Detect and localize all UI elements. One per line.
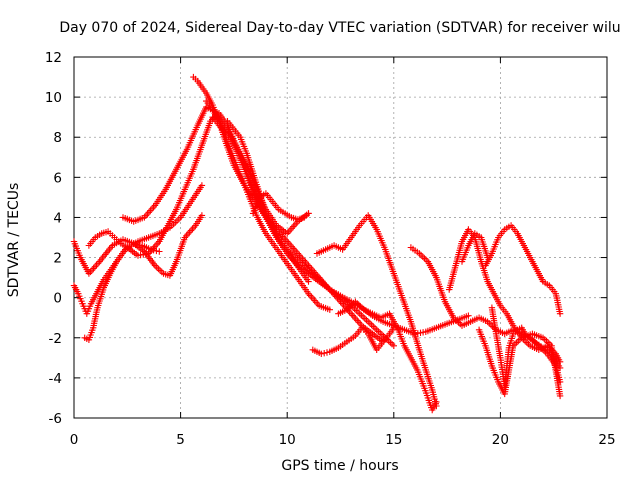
plot-frame (73, 56, 608, 419)
x-tick-label: 0 (70, 432, 79, 448)
series-arc-6 (156, 110, 472, 337)
y-tick-label: 6 (53, 170, 62, 186)
data-point (305, 210, 312, 217)
x-tick-label: 5 (176, 432, 185, 448)
data-point (198, 182, 206, 189)
x-tick-label: 10 (279, 432, 296, 448)
chart-title: Day 070 of 2024, Sidereal Day-to-day VTE… (59, 20, 620, 36)
series-arc-20 (475, 326, 564, 400)
y-tick-label: -2 (49, 331, 62, 347)
series-arc-3 (81, 240, 163, 343)
y-tick-label: 10 (45, 90, 62, 106)
y-tick-label: 2 (53, 251, 62, 267)
y-tick-labels: -6 -4 -2 0 2 4 6 8 10 12 (45, 50, 62, 427)
series-arc-12 (309, 324, 397, 357)
x-tick-label: 20 (492, 432, 509, 448)
data-point (433, 398, 440, 406)
data-point (390, 342, 397, 349)
y-tick-label: -6 (49, 411, 62, 427)
data-point (156, 248, 163, 255)
x-tick-labels: 0 5 10 15 20 25 (70, 432, 616, 448)
data-point (318, 350, 325, 357)
y-tick-label: 4 (53, 210, 62, 226)
x-tick-label: 25 (598, 432, 615, 448)
data-point (465, 312, 472, 319)
y-axis-label: SDTVAR / TECUs (6, 183, 22, 298)
series-arc-13 (313, 212, 440, 410)
series-arc-16 (446, 226, 564, 365)
x-axis-label: GPS time / hours (281, 458, 398, 474)
data-point (136, 241, 143, 249)
axis-ticks (73, 56, 608, 419)
series-arc-11 (249, 190, 312, 223)
data-point (133, 241, 140, 248)
data-point (130, 240, 137, 247)
data-points (70, 73, 564, 414)
data-point (556, 310, 564, 317)
data-point (556, 392, 564, 400)
series-arc-18 (482, 222, 564, 317)
x-tick-label: 15 (385, 432, 402, 448)
series-arc-14 (335, 298, 440, 414)
series-arc-2 (70, 182, 206, 317)
data-point (305, 278, 312, 285)
data-point (323, 349, 331, 356)
y-tick-label: -4 (49, 371, 62, 387)
y-tick-label: 0 (53, 291, 62, 307)
y-tick-label: 12 (45, 50, 62, 66)
data-point (198, 212, 206, 219)
data-point (321, 350, 328, 357)
series-arc-8 (203, 97, 333, 313)
data-point (326, 306, 333, 313)
grid-lines (74, 57, 607, 418)
y-tick-label: 8 (53, 130, 62, 146)
